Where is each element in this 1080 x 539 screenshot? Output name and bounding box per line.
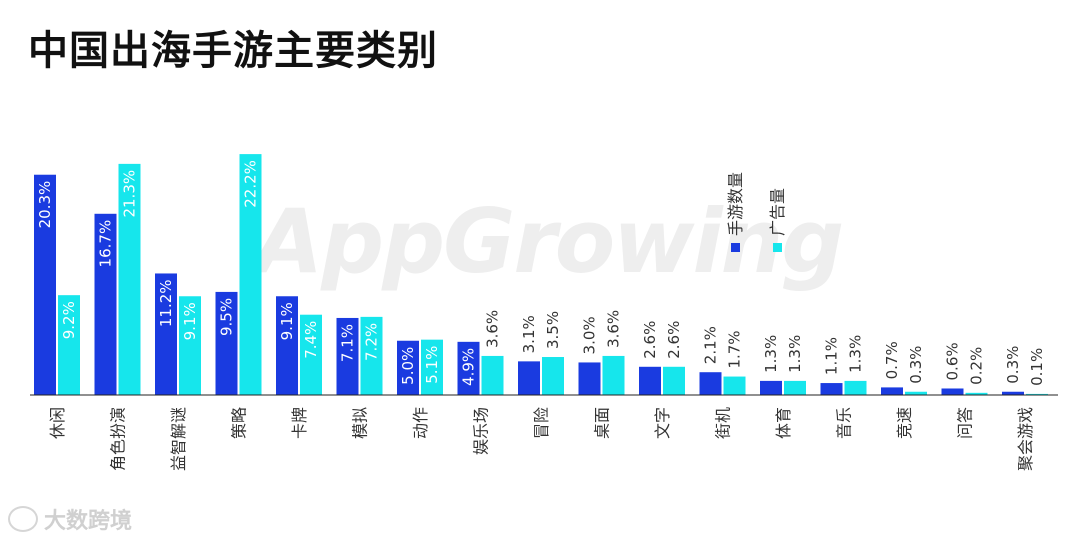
data-label-s2-8: 3.5% xyxy=(544,311,562,349)
chart-title: 中国出海手游主要类别 xyxy=(28,28,438,74)
category-label-12: 体育 xyxy=(774,407,793,439)
bar-s2-2 xyxy=(179,296,201,395)
category-label-11: 街机 xyxy=(714,407,733,439)
bar-s2-10 xyxy=(663,366,685,395)
bar-s1-8 xyxy=(518,361,540,395)
bar-s2-0 xyxy=(58,295,80,395)
data-label-s1-6: 5.0% xyxy=(399,347,417,385)
bar-s2-7 xyxy=(481,355,504,395)
credit: 大数跨境 xyxy=(8,503,132,535)
category-label-2: 益智解谜 xyxy=(169,407,188,471)
category-label-1: 角色扮演 xyxy=(109,407,128,471)
data-label-s2-13: 1.3% xyxy=(847,335,865,373)
data-label-s2-7: 3.6% xyxy=(484,310,502,348)
data-label-s1-9: 3.0% xyxy=(581,316,599,354)
bar-s2-6 xyxy=(421,339,443,395)
legend-swatch-2 xyxy=(773,243,782,252)
category-label-3: 策略 xyxy=(230,407,249,439)
data-label-s1-13: 1.1% xyxy=(823,337,841,375)
data-label-s1-12: 1.3% xyxy=(762,335,780,373)
category-label-13: 音乐 xyxy=(835,407,854,439)
data-label-s1-0: 20.3% xyxy=(36,181,54,229)
category-label-6: 动作 xyxy=(411,407,430,439)
data-label-s2-16: 0.1% xyxy=(1028,348,1046,386)
category-label-5: 模拟 xyxy=(351,407,370,439)
data-label-s2-4: 7.4% xyxy=(302,321,320,359)
bar-s2-16 xyxy=(1026,393,1048,395)
data-label-s1-2: 11.2% xyxy=(157,279,175,327)
bar-s1-4 xyxy=(276,296,298,395)
bar-s2-12 xyxy=(784,380,806,395)
bar-s1-15 xyxy=(941,388,964,395)
credit-text: 大数跨境 xyxy=(44,509,133,534)
watermark: AppGrowing xyxy=(255,190,844,293)
category-label-0: 休闲 xyxy=(48,407,67,439)
bar-s2-11 xyxy=(723,376,746,395)
category-label-16: 聚会游戏 xyxy=(1016,407,1035,471)
data-label-s2-10: 2.6% xyxy=(665,321,683,359)
data-label-s2-1: 21.3% xyxy=(121,170,139,218)
bar-s2-13 xyxy=(844,380,867,395)
bar-s2-5 xyxy=(360,316,383,395)
category-label-9: 桌面 xyxy=(593,407,612,439)
bar-s1-9 xyxy=(578,362,601,395)
bar-s1-1 xyxy=(94,213,117,395)
data-label-s2-2: 9.1% xyxy=(181,302,199,340)
bar-s1-16 xyxy=(1002,391,1024,395)
legend-label-2: 广告量 xyxy=(768,188,787,236)
data-label-s1-14: 0.7% xyxy=(883,341,901,379)
bar-s1-10 xyxy=(639,366,661,395)
logo-icon xyxy=(8,506,38,532)
data-label-s2-0: 9.2% xyxy=(60,301,78,339)
data-label-s2-6: 5.1% xyxy=(423,346,441,384)
bar-s1-3 xyxy=(215,291,238,395)
data-label-s1-1: 16.7% xyxy=(97,220,115,268)
data-label-s1-3: 9.5% xyxy=(218,298,236,336)
data-label-s1-10: 2.6% xyxy=(641,321,659,359)
bar-s2-8 xyxy=(542,357,564,395)
bar-s2-1 xyxy=(118,163,141,395)
data-label-s2-5: 7.2% xyxy=(363,323,381,361)
data-label-s2-12: 1.3% xyxy=(786,335,804,373)
data-label-s1-15: 0.6% xyxy=(944,342,962,380)
bar-s1-12 xyxy=(760,380,782,395)
bar-s2-15 xyxy=(965,392,988,395)
category-label-14: 竞速 xyxy=(895,407,914,439)
bar-s1-0 xyxy=(34,174,56,395)
bar-s2-3 xyxy=(239,154,262,395)
bar-s1-5 xyxy=(336,317,359,395)
data-label-s1-11: 2.1% xyxy=(702,326,720,364)
bar-s1-11 xyxy=(699,372,722,395)
category-label-10: 文字 xyxy=(653,407,672,439)
category-label-8: 冒险 xyxy=(532,407,551,439)
data-label-s2-11: 1.7% xyxy=(726,330,744,368)
bar-s1-6 xyxy=(397,340,419,395)
bar-s2-9 xyxy=(602,355,625,395)
bar-s2-14 xyxy=(905,391,927,395)
data-label-s2-14: 0.3% xyxy=(907,346,925,384)
data-label-s1-16: 0.3% xyxy=(1004,346,1022,384)
data-label-s1-7: 4.9% xyxy=(460,348,478,386)
category-label-4: 卡牌 xyxy=(290,407,309,439)
data-label-s2-9: 3.6% xyxy=(605,310,623,348)
bar-s1-2 xyxy=(155,273,177,395)
bar-s1-13 xyxy=(820,383,843,395)
bar-s1-14 xyxy=(881,387,903,395)
data-label-s2-3: 22.2% xyxy=(242,160,260,208)
category-label-7: 娱乐场 xyxy=(472,407,491,455)
category-label-15: 问答 xyxy=(956,407,975,439)
bar-s1-7 xyxy=(457,341,480,395)
legend-label-1: 手游数量 xyxy=(726,172,745,236)
bar-s2-4 xyxy=(300,314,322,395)
data-label-s1-5: 7.1% xyxy=(339,324,357,362)
data-label-s1-8: 3.1% xyxy=(520,315,538,353)
data-label-s1-4: 9.1% xyxy=(278,302,296,340)
legend-swatch-1 xyxy=(731,243,740,252)
data-label-s2-15: 0.2% xyxy=(968,347,986,385)
